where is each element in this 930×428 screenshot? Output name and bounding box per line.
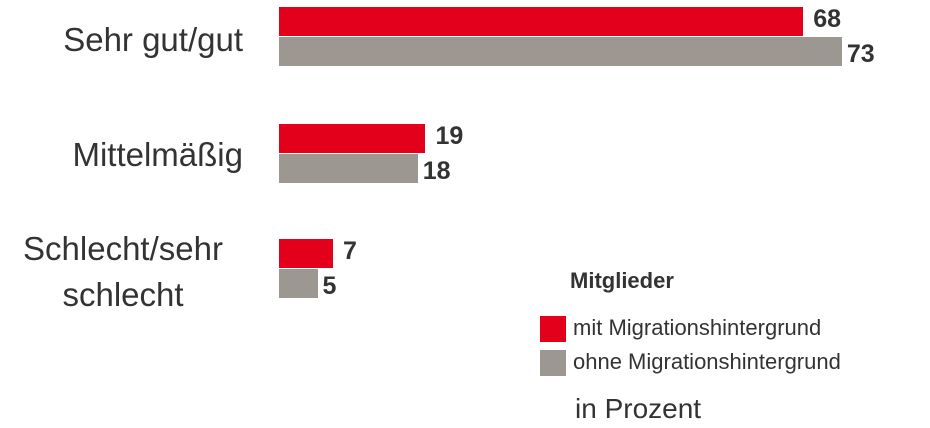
bar bbox=[279, 124, 426, 153]
bar bbox=[279, 7, 804, 36]
legend-label: mit Migrationshintergrund bbox=[573, 315, 822, 340]
bar bbox=[279, 239, 333, 268]
category-text: Mittelmäßig bbox=[72, 136, 243, 173]
value-label: 18 bbox=[422, 157, 451, 185]
legend-swatch bbox=[540, 316, 566, 342]
value-label: 5 bbox=[322, 272, 337, 300]
bar bbox=[279, 37, 842, 66]
bar bbox=[279, 269, 318, 298]
category-text: Sehr gut/gut bbox=[63, 21, 243, 58]
bar bbox=[279, 154, 418, 183]
value-label: 19 bbox=[435, 122, 464, 150]
value-label: 7 bbox=[342, 237, 357, 265]
legend-swatch bbox=[540, 350, 566, 376]
category-text: Schlecht/sehr schlecht bbox=[23, 230, 223, 313]
legend-label: ohne Migrationshintergrund bbox=[573, 349, 841, 374]
category-label: Schlecht/sehr schlecht bbox=[3, 226, 243, 318]
value-label: 73 bbox=[846, 40, 875, 68]
legend-title: Mitglieder bbox=[570, 268, 674, 293]
category-label: Mittelmäßig bbox=[3, 132, 243, 178]
value-label: 68 bbox=[813, 5, 842, 33]
category-label: Sehr gut/gut bbox=[3, 17, 243, 63]
note: in Prozent bbox=[575, 393, 702, 424]
